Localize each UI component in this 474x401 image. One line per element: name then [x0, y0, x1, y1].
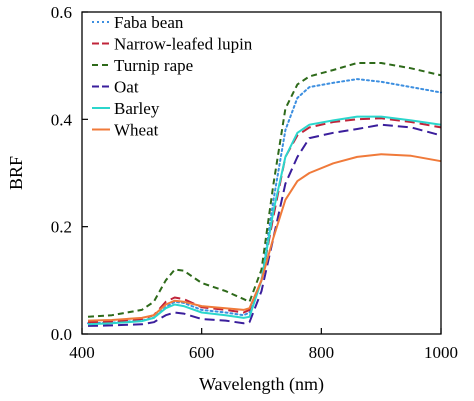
y-axis-title: BRF	[6, 156, 26, 190]
y-tick-label: 0.6	[51, 3, 72, 22]
legend-label-3: Oat	[114, 78, 139, 97]
series-line-5	[87, 153, 442, 322]
plot-frame	[81, 11, 442, 335]
legend: Faba bean Narrow-leafed lupin Turnip rape O…	[92, 13, 253, 140]
x-axis-title: Wavelength (nm)	[199, 374, 324, 395]
x-tick-label: 800	[309, 343, 335, 362]
x-tick-label: 1000	[424, 343, 458, 362]
series-line-1	[87, 117, 442, 324]
tick-layer: 400 600 800 1000 0.0 0.2 0.4 0.6	[51, 3, 458, 362]
legend-label-5: Wheat	[114, 121, 159, 140]
y-tick-label: 0.0	[51, 325, 72, 344]
x-tick-label: 400	[69, 343, 95, 362]
series-layer	[87, 62, 442, 327]
x-tick-label: 600	[189, 343, 215, 362]
legend-label-2: Turnip rape	[114, 56, 193, 75]
legend-label-4: Barley	[114, 99, 160, 118]
legend-label-0: Faba bean	[114, 13, 184, 32]
legend-label-1: Narrow-leafed lupin	[114, 35, 253, 54]
y-tick-label: 0.4	[51, 110, 73, 129]
series-line-3	[87, 123, 442, 327]
y-tick-label: 0.2	[51, 218, 72, 237]
series-line-4	[87, 115, 442, 326]
